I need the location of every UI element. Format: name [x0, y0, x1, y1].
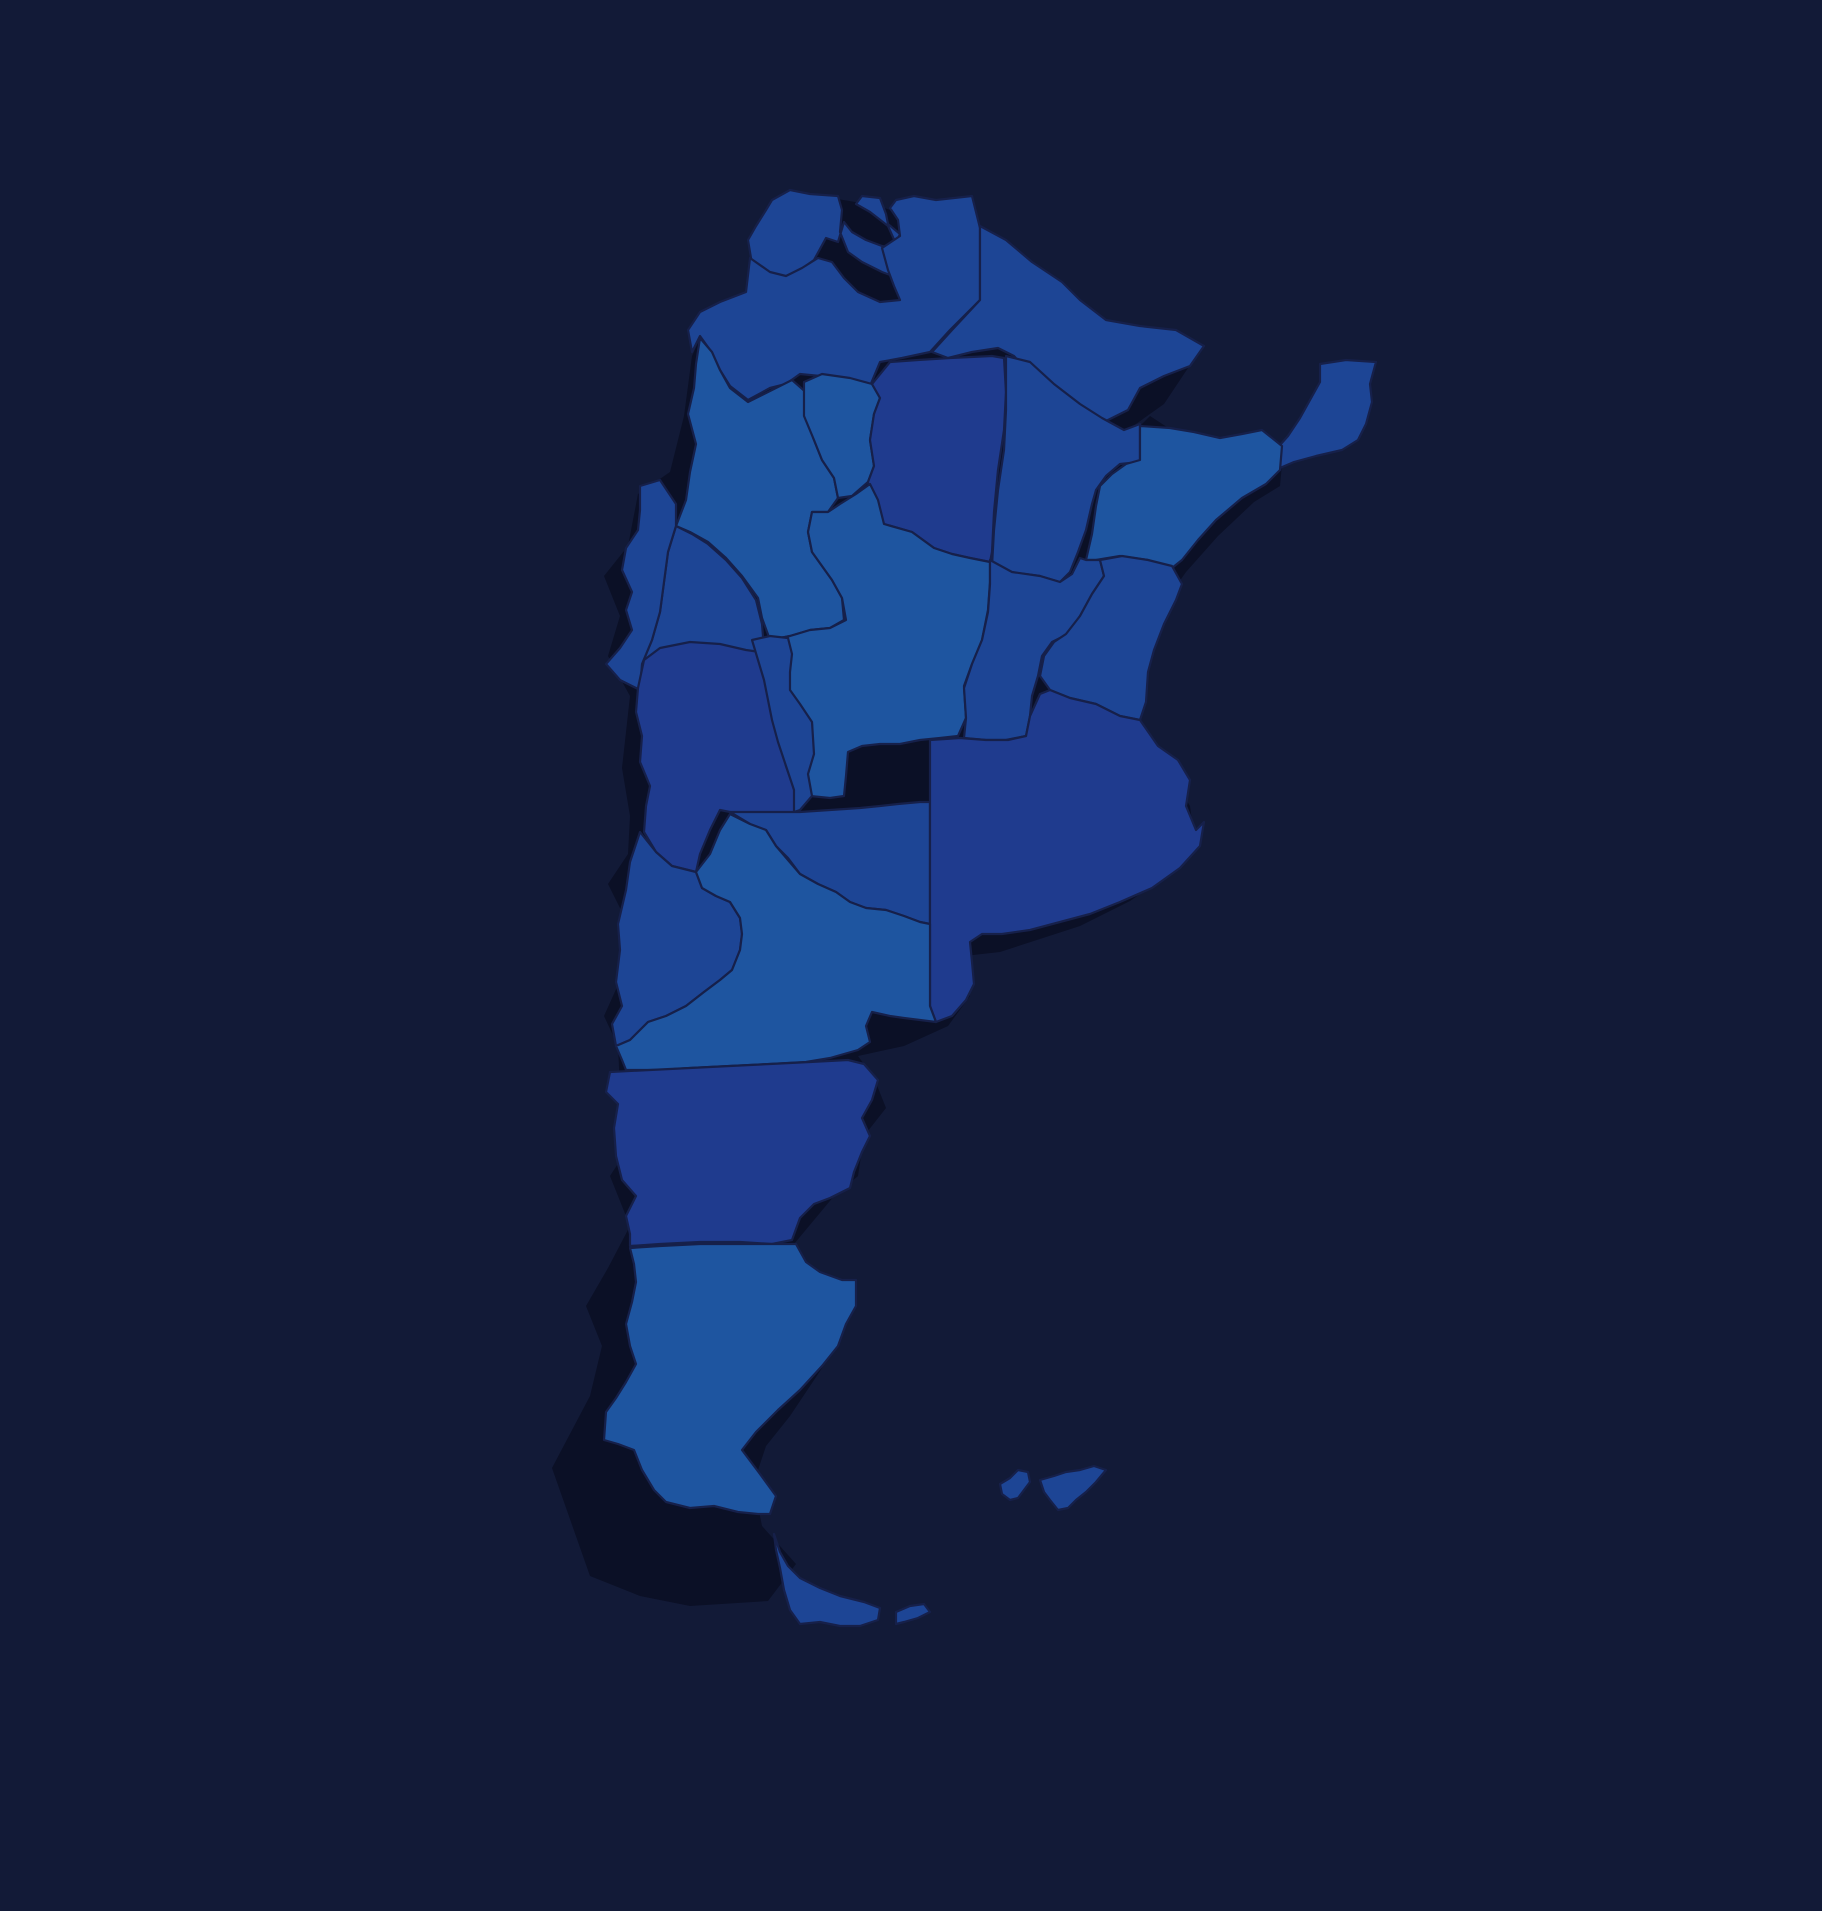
province-cordoba[interactable] — [764, 482, 992, 800]
province-rio-negro[interactable] — [614, 812, 938, 1072]
province-santa-fe[interactable] — [962, 556, 1106, 742]
province-corrientes[interactable] — [1084, 424, 1284, 570]
provinces — [602, 188, 1378, 1628]
province-chubut[interactable] — [604, 1058, 880, 1248]
province-chaco[interactable] — [990, 354, 1142, 584]
province-santa-cruz[interactable] — [602, 1242, 858, 1516]
province-islas-malvinas[interactable] — [998, 1464, 1108, 1512]
province-misiones[interactable] — [1270, 358, 1378, 470]
province-san-juan[interactable] — [604, 478, 678, 692]
province-buenos-aires[interactable] — [928, 688, 1206, 1024]
province-san-luis[interactable] — [750, 634, 816, 814]
province-tierra-del-fuego[interactable] — [772, 1532, 932, 1628]
